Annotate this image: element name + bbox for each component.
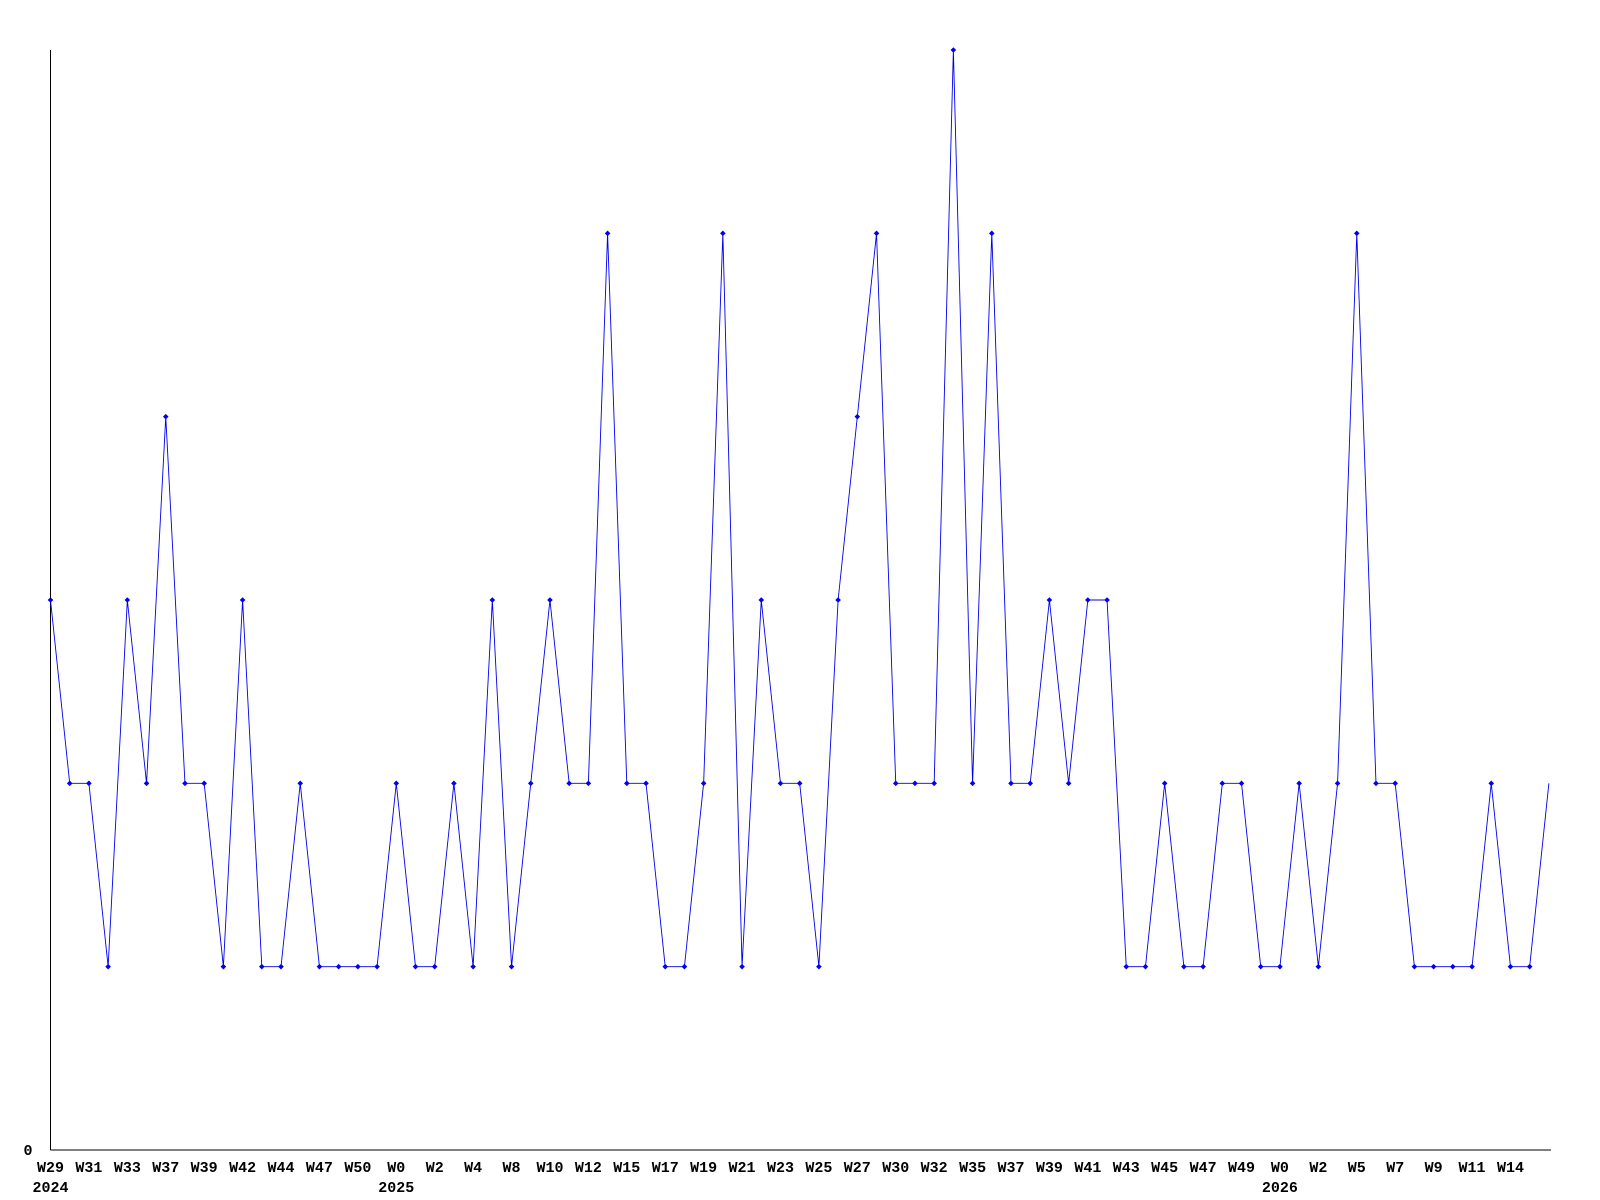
svg-text:2025: 2025 (378, 1180, 414, 1197)
svg-text:W50: W50 (344, 1160, 371, 1177)
svg-text:W14: W14 (1497, 1160, 1524, 1177)
svg-text:W49: W49 (1228, 1160, 1255, 1177)
svg-text:W42: W42 (229, 1160, 256, 1177)
svg-text:2024: 2024 (32, 1180, 68, 1197)
svg-text:W43: W43 (1113, 1160, 1140, 1177)
svg-text:W4: W4 (464, 1160, 482, 1177)
svg-text:W17: W17 (652, 1160, 679, 1177)
svg-text:W15: W15 (613, 1160, 640, 1177)
svg-text:W0: W0 (1271, 1160, 1289, 1177)
svg-text:0: 0 (23, 1143, 32, 1160)
svg-text:2026: 2026 (1262, 1180, 1298, 1197)
svg-text:W23: W23 (767, 1160, 794, 1177)
svg-text:W9: W9 (1425, 1160, 1443, 1177)
svg-text:W45: W45 (1151, 1160, 1178, 1177)
svg-text:W44: W44 (268, 1160, 295, 1177)
svg-text:W21: W21 (729, 1160, 756, 1177)
svg-text:W2: W2 (426, 1160, 444, 1177)
svg-text:W7: W7 (1386, 1160, 1404, 1177)
svg-text:W19: W19 (690, 1160, 717, 1177)
svg-text:W12: W12 (575, 1160, 602, 1177)
svg-text:W5: W5 (1348, 1160, 1366, 1177)
svg-text:W2: W2 (1309, 1160, 1327, 1177)
svg-text:W10: W10 (536, 1160, 563, 1177)
svg-text:W41: W41 (1074, 1160, 1101, 1177)
svg-text:W29: W29 (37, 1160, 64, 1177)
svg-text:W31: W31 (75, 1160, 102, 1177)
svg-text:W39: W39 (1036, 1160, 1063, 1177)
svg-text:W8: W8 (503, 1160, 521, 1177)
svg-text:W35: W35 (959, 1160, 986, 1177)
svg-text:W39: W39 (191, 1160, 218, 1177)
svg-text:W11: W11 (1459, 1160, 1486, 1177)
svg-text:W27: W27 (844, 1160, 871, 1177)
svg-text:W32: W32 (921, 1160, 948, 1177)
svg-text:W37: W37 (152, 1160, 179, 1177)
svg-text:W30: W30 (882, 1160, 909, 1177)
svg-text:W47: W47 (306, 1160, 333, 1177)
svg-text:W33: W33 (114, 1160, 141, 1177)
svg-text:W25: W25 (805, 1160, 832, 1177)
svg-text:W47: W47 (1190, 1160, 1217, 1177)
svg-text:W37: W37 (997, 1160, 1024, 1177)
svg-text:W0: W0 (387, 1160, 405, 1177)
